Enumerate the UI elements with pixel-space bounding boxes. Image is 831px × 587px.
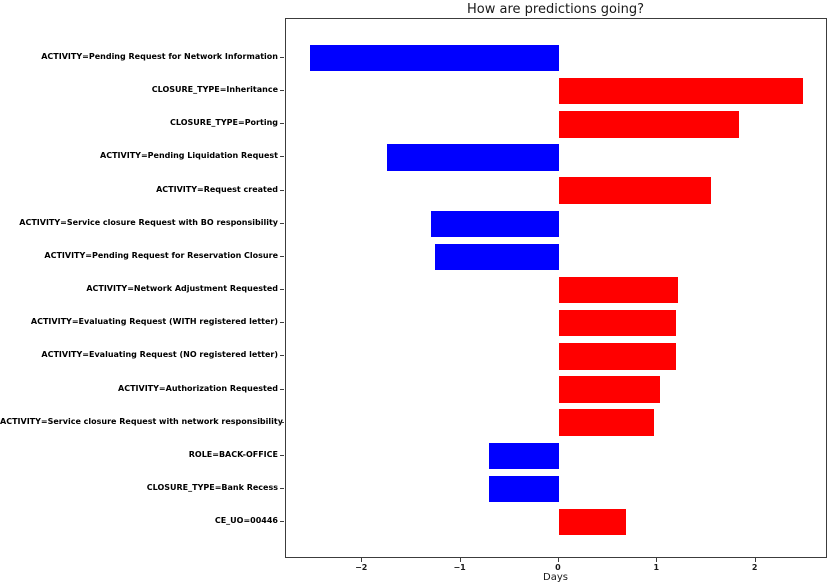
bar-positive bbox=[558, 177, 712, 204]
y-tick-mark bbox=[280, 156, 284, 158]
bar-positive bbox=[558, 343, 676, 370]
x-tick-label: 1 bbox=[653, 563, 660, 572]
y-tick-mark bbox=[280, 322, 284, 324]
y-tick-mark bbox=[280, 421, 284, 423]
y-tick-label: ACTIVITY=Authorization Requested bbox=[118, 383, 278, 393]
y-tick-mark bbox=[280, 355, 284, 357]
y-tick-label: CLOSURE_TYPE=Inheritance bbox=[151, 85, 278, 95]
y-tick-mark bbox=[280, 289, 284, 291]
bar-negative bbox=[435, 243, 559, 271]
bar-negative bbox=[431, 210, 559, 237]
x-tick-mark bbox=[656, 558, 658, 562]
y-tick-label: CLOSURE_TYPE=Porting bbox=[170, 118, 278, 128]
y-tick-mark bbox=[280, 255, 284, 257]
bar-positive bbox=[558, 409, 655, 436]
bar-positive bbox=[558, 111, 739, 138]
y-tick-label: ACTIVITY=Network Adjustment Requested bbox=[86, 284, 278, 294]
x-tick-mark bbox=[557, 558, 559, 562]
bar-positive bbox=[558, 276, 678, 304]
chart-title: How are predictions going? bbox=[467, 2, 644, 17]
y-tick-label: CLOSURE_TYPE=Bank Recess bbox=[146, 482, 278, 492]
x-tick-label: 2 bbox=[751, 563, 758, 572]
bar-negative bbox=[489, 442, 559, 470]
y-tick-mark bbox=[280, 222, 284, 224]
y-tick-mark bbox=[280, 388, 284, 390]
y-tick-label: ACTIVITY=Service closure Request with ne… bbox=[0, 416, 283, 426]
x-tick-mark bbox=[459, 558, 461, 562]
x-tick-mark bbox=[361, 558, 363, 562]
y-tick-label: ACTIVITY=Pending Request for Network Inf… bbox=[41, 52, 278, 61]
y-tick-label: ACTIVITY=Pending Liquidation Request bbox=[100, 151, 278, 161]
x-tick-mark bbox=[754, 558, 756, 562]
y-tick-label: ACTIVITY=Evaluating Request (WITH regist… bbox=[30, 317, 278, 327]
bar-positive bbox=[558, 508, 626, 536]
y-tick-label: ACTIVITY=Evaluating Request (NO register… bbox=[41, 350, 278, 360]
y-tick-mark bbox=[280, 90, 284, 92]
y-tick-mark bbox=[280, 454, 284, 456]
bar-positive bbox=[558, 77, 803, 105]
plot-area bbox=[284, 17, 827, 558]
y-tick-label: ACTIVITY=Service closure Request with BO… bbox=[19, 217, 278, 227]
y-tick-label: ACTIVITY=Request created bbox=[156, 184, 278, 194]
bar-positive bbox=[558, 376, 661, 403]
y-tick-label: CE_UO=00446 bbox=[214, 516, 278, 526]
bar-negative bbox=[489, 475, 559, 503]
y-tick-label: ACTIVITY=Pending Request for Reservation… bbox=[44, 250, 278, 260]
y-tick-mark bbox=[280, 189, 284, 191]
bar-negative bbox=[386, 144, 559, 171]
x-tick-label: −2 bbox=[355, 563, 368, 572]
x-axis-label: Days bbox=[543, 572, 568, 583]
x-tick-label: 0 bbox=[555, 563, 561, 572]
y-tick-mark bbox=[280, 521, 284, 523]
x-tick-label: −1 bbox=[453, 563, 466, 572]
y-axis-labels: ACTIVITY=Pending Request for Network Inf… bbox=[0, 18, 283, 558]
y-tick-label: ROLE=BACK-OFFICE bbox=[188, 449, 278, 459]
y-tick-mark bbox=[280, 487, 284, 489]
bar-positive bbox=[558, 309, 676, 337]
bar-negative bbox=[310, 44, 559, 72]
y-tick-mark bbox=[280, 57, 284, 58]
y-tick-mark bbox=[280, 123, 284, 125]
